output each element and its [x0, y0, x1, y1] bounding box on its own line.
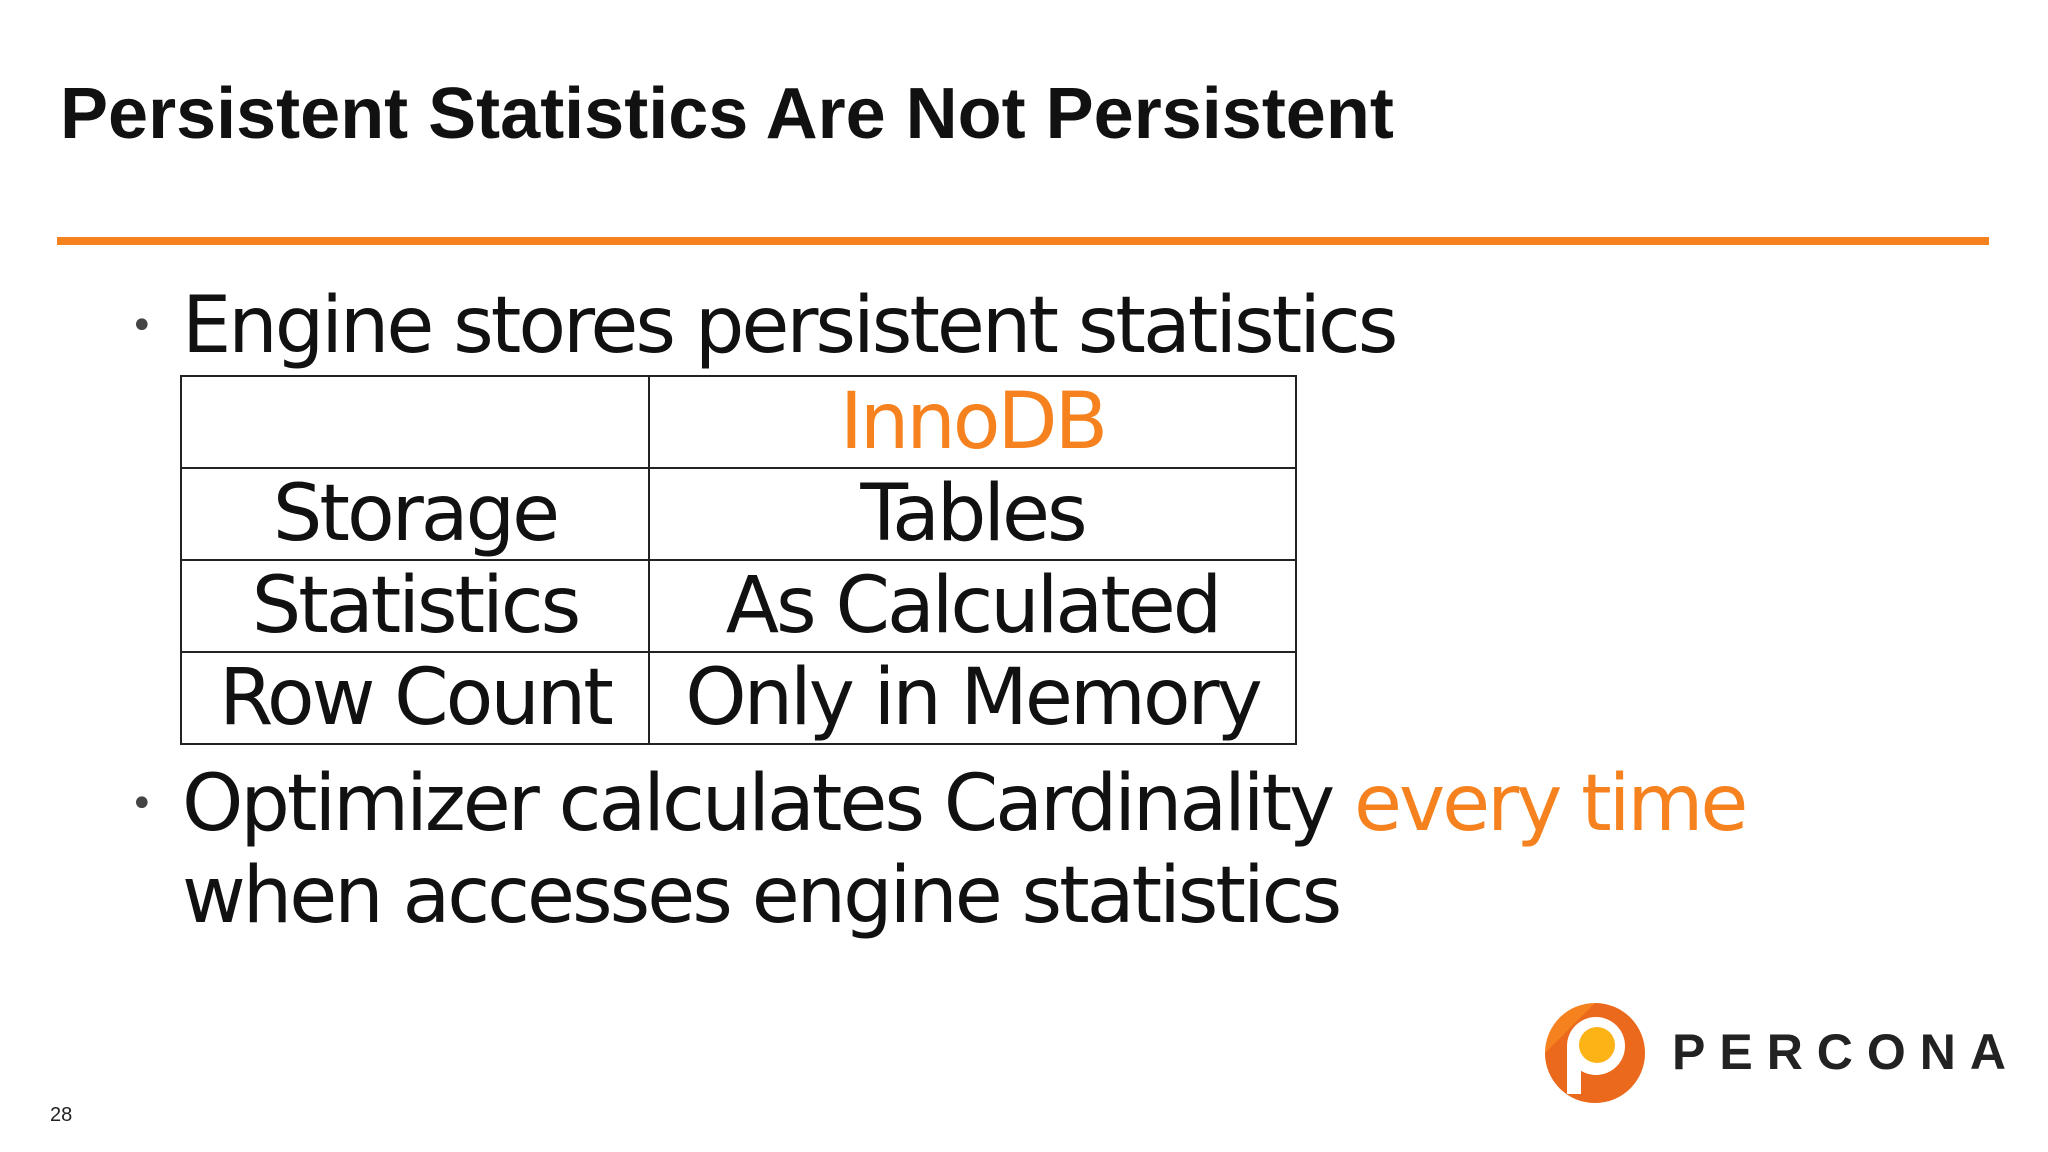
percona-logo-icon [1545, 1003, 1645, 1103]
table-row: Storage Tables [180, 467, 1297, 561]
bullet-item: • Engine stores persistent statistics [130, 280, 1398, 372]
table-header-cell [180, 375, 650, 469]
bullet-item: • Optimizer calculates Cardinality every… [130, 758, 1748, 942]
statistics-table: InnoDB Storage Tables Statistics As Calc… [180, 375, 1297, 745]
bullet-highlight: every time [1354, 759, 1748, 849]
table-cell: Tables [648, 467, 1297, 561]
table-header-cell: InnoDB [648, 375, 1297, 469]
bullet-text: Engine stores persistent statistics [182, 281, 1398, 371]
table-row: Row Count Only in Memory [180, 651, 1297, 745]
bullet-text: Optimizer calculates Cardinality [182, 759, 1355, 849]
table-cell: As Calculated [648, 559, 1297, 653]
table-cell: Storage [180, 467, 650, 561]
title-divider [57, 237, 1989, 245]
bullet-icon: • [130, 303, 154, 349]
percona-wordmark: PERCONA [1672, 1024, 2021, 1080]
table-cell: Row Count [180, 651, 650, 745]
table-cell: Only in Memory [648, 651, 1297, 745]
slide-title: Persistent Statistics Are Not Persistent [60, 74, 1394, 154]
table-row: Statistics As Calculated [180, 559, 1297, 653]
bullet-text-continued: when accesses engine statistics [182, 851, 1342, 941]
table-header-row: InnoDB [180, 375, 1297, 469]
table-cell: Statistics [180, 559, 650, 653]
page-number: 28 [50, 1104, 73, 1126]
bullet-icon: • [130, 781, 154, 827]
